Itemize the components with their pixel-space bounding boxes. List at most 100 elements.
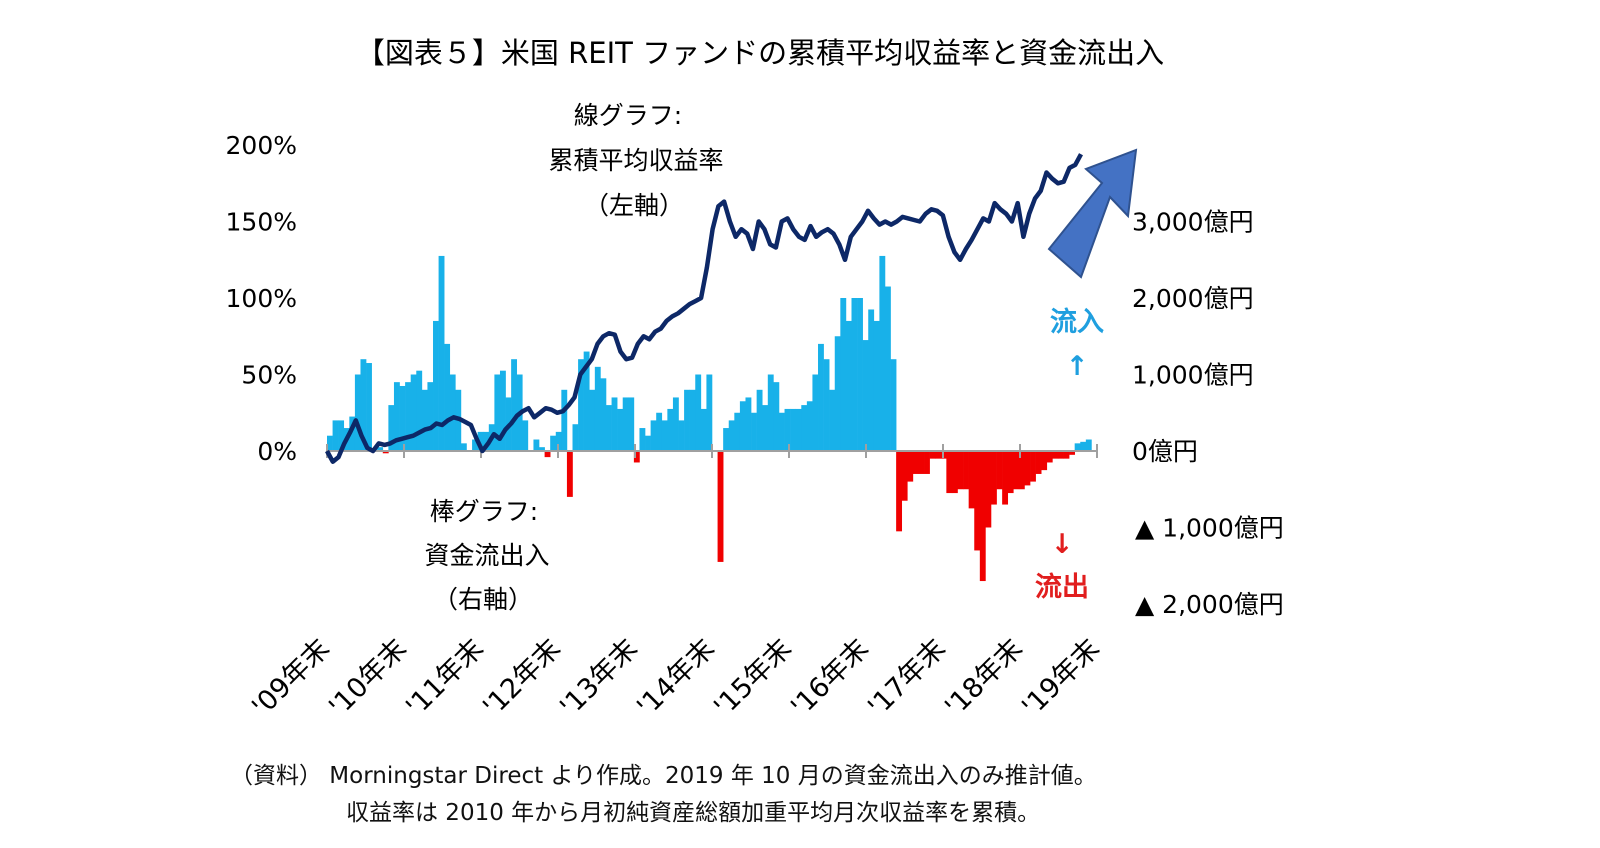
source-note-line-1: （資料） Morningstar Direct より作成。2019 年 10 月…: [230, 763, 1097, 789]
line-note-1: 線グラフ:: [574, 101, 682, 130]
bar-95: [857, 298, 863, 451]
bar-56: [639, 428, 646, 451]
x-tick-label-5: '14年末: [631, 633, 721, 723]
bar-92: [840, 298, 847, 451]
bar-77: [756, 389, 763, 451]
annotations: '09年末'10年末'11年末'12年末'13年末'14年末'15年末'16年末…: [226, 101, 1284, 723]
bar-54: [628, 397, 635, 451]
bar-114: [963, 451, 969, 490]
bar-9: [377, 447, 384, 451]
bar-17: [421, 389, 428, 451]
bar-103: [901, 451, 908, 501]
bar-31: [499, 370, 506, 452]
bar-128: [1041, 451, 1048, 471]
bar-119: [990, 451, 997, 505]
bar-101: [890, 359, 897, 451]
line-note-2: 累積平均収益率: [548, 146, 723, 175]
bar-1: [332, 420, 339, 451]
bar-97: [868, 309, 875, 452]
bar-33: [511, 359, 518, 451]
x-tick-label-8: '17年末: [862, 633, 952, 723]
bar-74: [739, 401, 746, 451]
bar-41: [555, 431, 562, 452]
bar-26: [472, 439, 478, 451]
bar-39: [544, 451, 551, 458]
bar-42: [561, 389, 568, 451]
chart-title: 【図表５】米国 REIT ファンドの累積平均収益率と資金流出入: [356, 36, 1164, 70]
bar-121: [1002, 451, 1009, 505]
bar-65: [689, 389, 696, 451]
x-tick-label-10: '19年末: [1016, 633, 1106, 723]
bar-22: [449, 374, 456, 451]
bar-79: [767, 374, 774, 451]
left-tick-3: 150%: [226, 208, 297, 237]
bar-37: [533, 439, 540, 451]
bar-130: [1052, 451, 1059, 459]
bar-122: [1007, 451, 1014, 494]
bar-51: [611, 397, 618, 451]
bar-note-2: 資金流出入: [424, 541, 549, 570]
bar-107: [924, 451, 930, 474]
bar-112: [951, 451, 958, 494]
bar-2: [338, 420, 345, 451]
bar-72: [728, 420, 735, 451]
bar-47: [589, 389, 596, 451]
bar-7: [366, 363, 372, 451]
bar-90: [829, 389, 836, 451]
bar-11: [388, 405, 395, 451]
bar-18: [427, 382, 434, 451]
bar-67: [700, 408, 707, 451]
bar-133: [1069, 451, 1075, 455]
bar-21: [444, 343, 451, 451]
bar-35: [522, 420, 529, 451]
bar-118: [985, 451, 992, 528]
bar-24: [460, 443, 467, 451]
bar-43: [566, 451, 573, 497]
x-tick-label-9: '18年末: [939, 633, 1029, 723]
bar-87: [812, 374, 819, 451]
bar-125: [1024, 451, 1031, 486]
bar-13: [399, 385, 406, 452]
right-tick-2: 0億円: [1132, 437, 1198, 466]
bar-6: [360, 359, 367, 451]
bar-4: [349, 416, 356, 451]
right-tick-3: 1,000億円: [1132, 361, 1254, 390]
source-note-line-2: 収益率は 2010 年から月初純資産総額加重平均月次収益率を累積。: [346, 800, 1041, 826]
bar-98: [873, 320, 880, 451]
bar-126: [1030, 451, 1036, 482]
right-tick-0: ▲ 2,000億円: [1135, 590, 1284, 619]
x-tick-label-7: '16年末: [785, 633, 875, 723]
bar-30: [494, 374, 501, 451]
inflow-label: 流入: [1050, 307, 1104, 338]
x-tick-label-2: '11年末: [400, 633, 490, 723]
bar-82: [784, 408, 791, 451]
trend-arrow: [1047, 148, 1138, 279]
bar-109: [935, 451, 942, 459]
bar-20: [438, 255, 445, 451]
bar-68: [706, 374, 713, 451]
bar-63: [678, 420, 685, 451]
bar-40: [550, 435, 557, 451]
bar-89: [823, 359, 830, 451]
bar-113: [957, 451, 964, 490]
outflow-label: 流出: [1035, 572, 1089, 603]
bar-15: [410, 374, 417, 451]
left-tick-1: 50%: [241, 361, 297, 390]
bar-132: [1063, 451, 1070, 459]
outflow-arrow: ↓: [1051, 529, 1074, 560]
bar-91: [834, 336, 841, 451]
bar-5: [354, 374, 361, 451]
bar-111: [946, 451, 953, 494]
bar-102: [896, 451, 903, 532]
bar-134: [1074, 443, 1081, 451]
bar-136: [1085, 439, 1092, 451]
bar-70: [717, 451, 724, 562]
bar-61: [667, 408, 674, 451]
left-tick-0: 0%: [257, 437, 297, 466]
bar-131: [1057, 451, 1064, 459]
bar-86: [806, 401, 813, 451]
x-tick-label-3: '12年末: [477, 633, 567, 723]
bar-28: [483, 431, 490, 452]
bar-0: [327, 435, 333, 451]
bar-75: [745, 397, 752, 451]
